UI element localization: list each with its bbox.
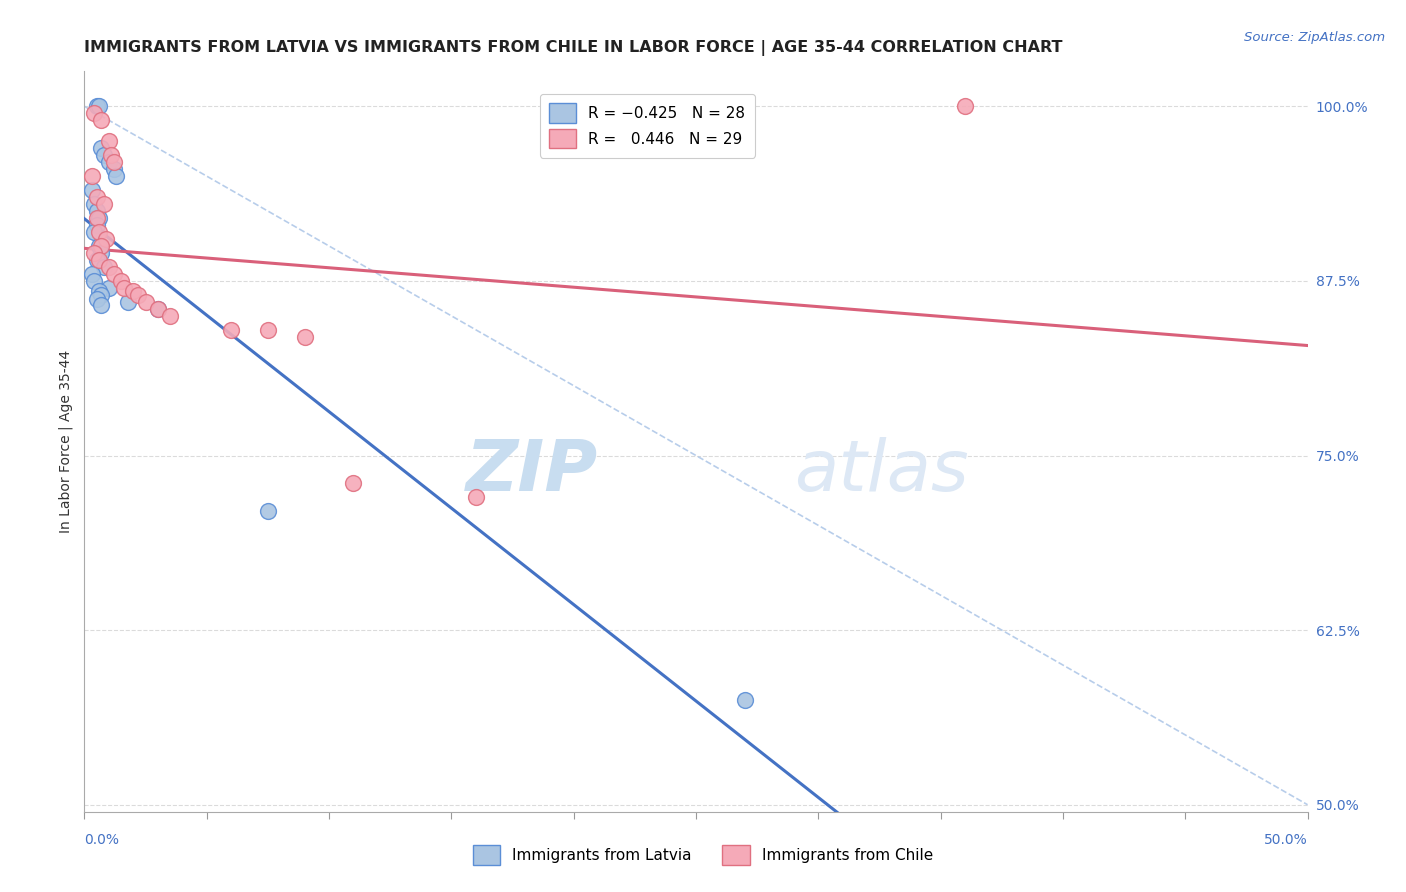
- Point: [90, 298, 112, 312]
- Point: [86, 211, 108, 225]
- Point: [734, 693, 756, 707]
- Point: [87, 225, 110, 239]
- Text: IMMIGRANTS FROM LATVIA VS IMMIGRANTS FROM CHILE IN LABOR FORCE | AGE 35-44 CORRE: IMMIGRANTS FROM LATVIA VS IMMIGRANTS FRO…: [84, 40, 1063, 56]
- Point: [93, 260, 115, 274]
- Text: atlas: atlas: [794, 437, 969, 506]
- Point: [146, 301, 169, 316]
- Point: [86, 292, 108, 306]
- Point: [97, 260, 120, 274]
- Point: [83, 225, 105, 239]
- Legend: R = −0.425   N = 28, R =   0.446   N = 29: R = −0.425 N = 28, R = 0.446 N = 29: [540, 94, 755, 158]
- Point: [86, 99, 108, 113]
- Point: [100, 148, 122, 162]
- Point: [90, 141, 112, 155]
- Point: [112, 281, 135, 295]
- Point: [342, 476, 364, 491]
- Point: [97, 155, 120, 169]
- Point: [219, 323, 242, 337]
- Point: [96, 232, 118, 246]
- Text: ZIP: ZIP: [465, 437, 598, 506]
- Legend: Immigrants from Latvia, Immigrants from Chile: Immigrants from Latvia, Immigrants from …: [467, 839, 939, 871]
- Point: [117, 294, 139, 309]
- Point: [90, 246, 112, 260]
- Point: [80, 169, 103, 183]
- Point: [86, 190, 108, 204]
- Point: [103, 162, 125, 177]
- Point: [87, 284, 110, 298]
- Text: 0.0%: 0.0%: [84, 832, 120, 847]
- Point: [87, 99, 110, 113]
- Point: [110, 274, 132, 288]
- Point: [87, 211, 110, 225]
- Point: [90, 288, 112, 302]
- Point: [83, 274, 105, 288]
- Point: [80, 183, 103, 197]
- Point: [93, 197, 115, 211]
- Point: [464, 491, 486, 505]
- Point: [97, 281, 120, 295]
- Point: [97, 134, 120, 148]
- Point: [122, 284, 145, 298]
- Y-axis label: In Labor Force | Age 35-44: In Labor Force | Age 35-44: [59, 350, 73, 533]
- Point: [159, 309, 181, 323]
- Point: [953, 99, 976, 113]
- Text: 50.0%: 50.0%: [1264, 832, 1308, 847]
- Point: [83, 197, 105, 211]
- Point: [135, 294, 157, 309]
- Point: [86, 218, 108, 232]
- Point: [86, 204, 108, 219]
- Point: [103, 267, 125, 281]
- Point: [87, 239, 110, 253]
- Point: [87, 252, 110, 267]
- Text: Source: ZipAtlas.com: Source: ZipAtlas.com: [1244, 31, 1385, 45]
- Point: [90, 239, 112, 253]
- Point: [83, 106, 105, 120]
- Point: [294, 330, 316, 344]
- Point: [127, 288, 149, 302]
- Point: [93, 148, 115, 162]
- Point: [86, 252, 108, 267]
- Point: [257, 504, 280, 518]
- Point: [90, 113, 112, 128]
- Point: [103, 155, 125, 169]
- Point: [83, 246, 105, 260]
- Point: [146, 301, 169, 316]
- Point: [257, 323, 280, 337]
- Point: [105, 169, 128, 183]
- Point: [80, 267, 103, 281]
